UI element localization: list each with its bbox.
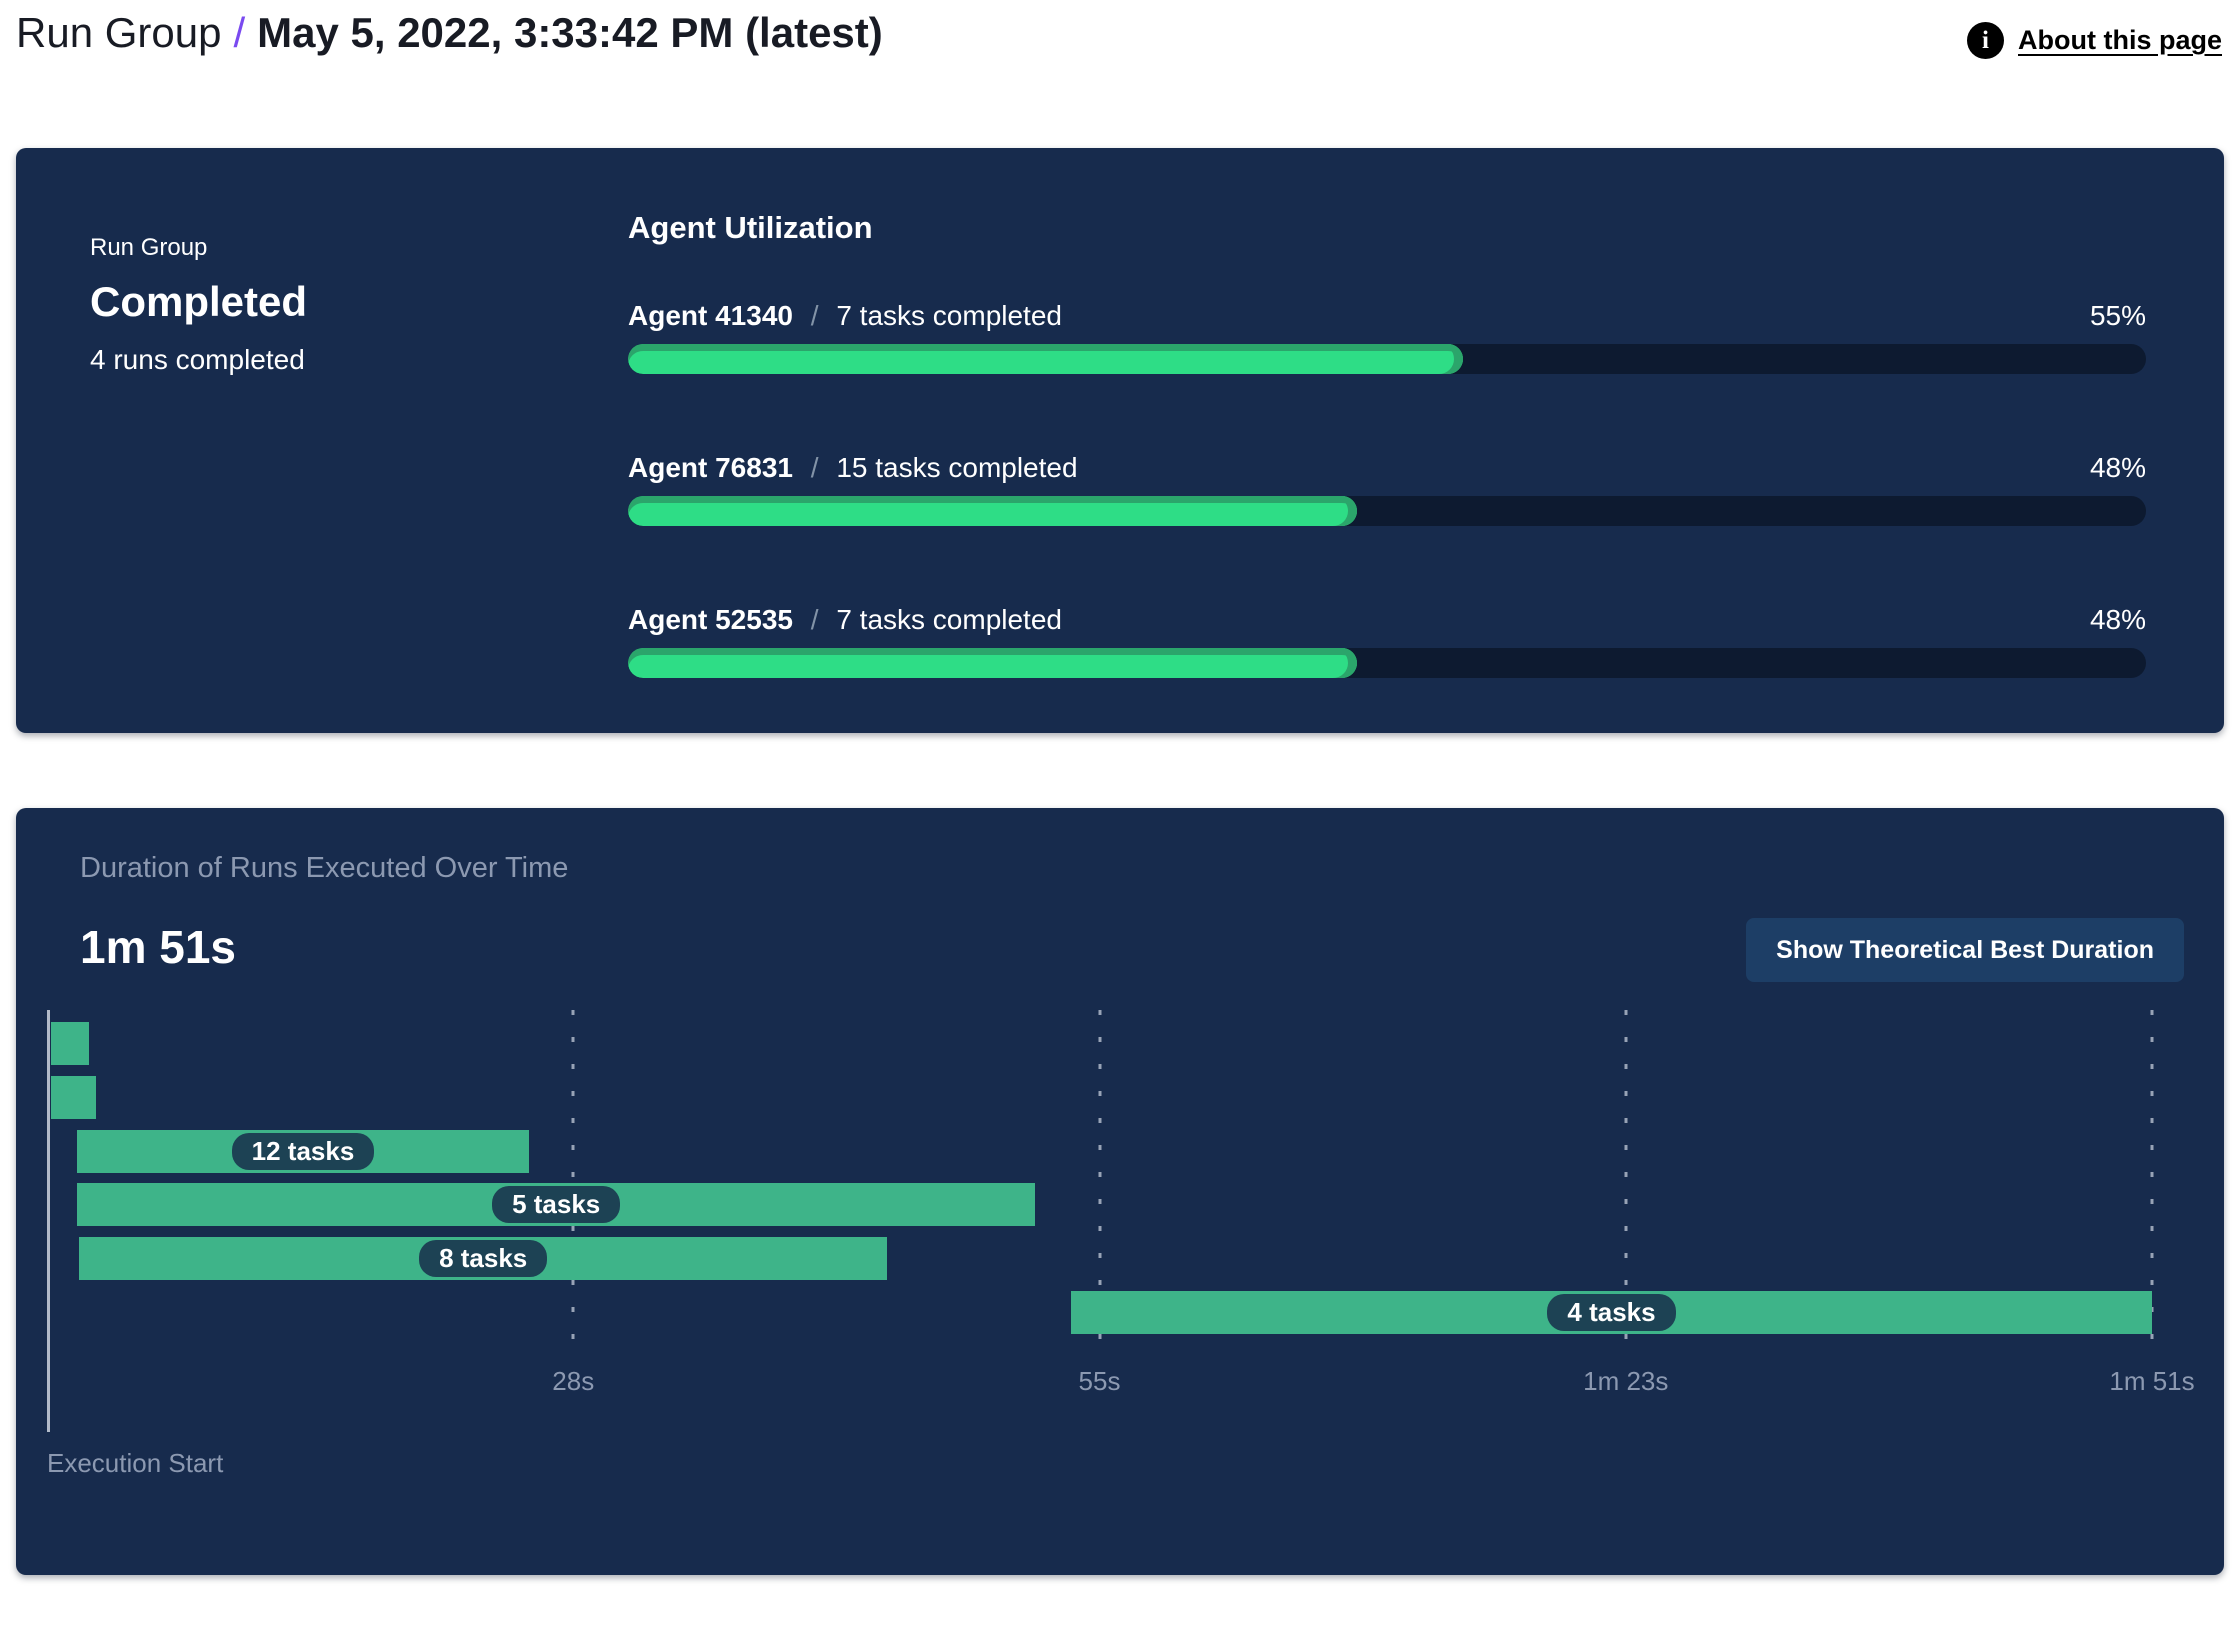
- summary-label: Run Group: [90, 234, 208, 261]
- execution-start-label: Execution Start: [47, 1448, 224, 1478]
- summary-status: Completed: [90, 278, 308, 325]
- run-bar[interactable]: 12 tasks: [77, 1130, 529, 1173]
- run-group-summary: Run Group Completed 4 runs completed: [90, 234, 307, 376]
- page-title-date: May 5, 2022, 3:33:42 PM (latest): [257, 9, 883, 56]
- breadcrumb-run-group[interactable]: Run Group: [16, 9, 222, 56]
- utilization-bar-fill: [628, 344, 1463, 374]
- agent-label: Agent 52535 / 7 tasks completed: [628, 604, 1062, 636]
- gridline: [2150, 1010, 2154, 1352]
- run-task-count-pill: 8 tasks: [419, 1240, 548, 1277]
- run-group-summary-panel: Run Group Completed 4 runs completed Age…: [16, 148, 2224, 733]
- gantt-chart: 28s 55s 1m 23s 1m 51s 12 tasks 5 tasks 8 ta…: [47, 1010, 2195, 1396]
- axis-tick-label: 55s: [1078, 1366, 1121, 1396]
- agent-utilization-percent: 48%: [2089, 604, 2146, 635]
- run-bar[interactable]: 8 tasks: [79, 1237, 888, 1280]
- info-icon: i: [1967, 22, 2004, 59]
- run-bar[interactable]: [50, 1022, 89, 1065]
- utilization-bar-fill: [628, 648, 1357, 678]
- agent-tasks-completed: 7 tasks completed: [836, 604, 1062, 635]
- utilization-bar-track: [628, 648, 2146, 678]
- run-task-count-pill: 12 tasks: [231, 1133, 375, 1170]
- agent-separator: /: [802, 300, 827, 331]
- utilization-bar-track: [628, 496, 2146, 526]
- utilization-bar-track: [628, 344, 2146, 374]
- axis-tick-label: 1m 23s: [1583, 1366, 1669, 1396]
- chart-subtitle: Duration of Runs Executed Over Time: [80, 852, 569, 884]
- axis-tick-label: 1m 51s: [2109, 1366, 2195, 1396]
- agent-name: Agent 41340: [628, 300, 793, 331]
- about-this-page-label: About this page: [2018, 25, 2222, 55]
- duration-chart-panel: Duration of Runs Executed Over Time 1m 5…: [16, 808, 2224, 1575]
- breadcrumb-separator: /: [233, 9, 246, 56]
- run-task-count-pill: 4 tasks: [1547, 1294, 1676, 1331]
- gridline: [571, 1010, 575, 1352]
- agent-separator: /: [802, 604, 827, 635]
- agent-name: Agent 76831: [628, 452, 793, 483]
- gridline: [1624, 1010, 1628, 1352]
- page-header: Run Group / May 5, 2022, 3:33:42 PM (lates…: [16, 6, 2222, 61]
- agent-utilization-percent: 48%: [2089, 452, 2146, 483]
- agent-label: Agent 41340 / 7 tasks completed: [628, 300, 1062, 332]
- agent-utilization-percent: 55%: [2089, 300, 2146, 331]
- about-this-page-link[interactable]: i About this page: [1967, 22, 2222, 59]
- run-task-count-pill: 5 tasks: [492, 1186, 621, 1223]
- agent-line: Agent 52535 / 7 tasks completed 48%: [628, 604, 2146, 636]
- agent-tasks-completed: 7 tasks completed: [836, 300, 1062, 331]
- y-axis-line: [47, 1010, 50, 1432]
- summary-runs-completed: 4 runs completed: [90, 344, 305, 375]
- agent-utilization-section: Agent Utilization Agent 41340 / 7 tasks …: [628, 210, 2146, 678]
- total-duration: 1m 51s: [80, 921, 237, 973]
- agent-rows: Agent 41340 / 7 tasks completed 55% Agen…: [628, 300, 2146, 678]
- agent-row: Agent 41340 / 7 tasks completed 55%: [628, 300, 2146, 374]
- agent-separator: /: [802, 452, 827, 483]
- run-bar[interactable]: 5 tasks: [77, 1183, 1035, 1226]
- axis-tick-label: 28s: [552, 1366, 595, 1396]
- page-title: Run Group / May 5, 2022, 3:33:42 PM (lates…: [16, 6, 883, 61]
- agent-label: Agent 76831 / 15 tasks completed: [628, 452, 1078, 484]
- run-bar[interactable]: [50, 1076, 97, 1119]
- agent-tasks-completed: 15 tasks completed: [836, 452, 1078, 483]
- utilization-bar-fill: [628, 496, 1357, 526]
- agent-row: Agent 76831 / 15 tasks completed 48%: [628, 452, 2146, 526]
- agent-utilization-title: Agent Utilization: [628, 210, 873, 245]
- gridline: [1098, 1010, 1101, 1352]
- show-theoretical-best-duration-button[interactable]: Show Theoretical Best Duration: [1746, 918, 2184, 982]
- agent-line: Agent 41340 / 7 tasks completed 55%: [628, 300, 2146, 332]
- agent-name: Agent 52535: [628, 604, 793, 635]
- agent-row: Agent 52535 / 7 tasks completed 48%: [628, 604, 2146, 678]
- run-bar[interactable]: 4 tasks: [1071, 1291, 2152, 1334]
- agent-line: Agent 76831 / 15 tasks completed 48%: [628, 452, 2146, 484]
